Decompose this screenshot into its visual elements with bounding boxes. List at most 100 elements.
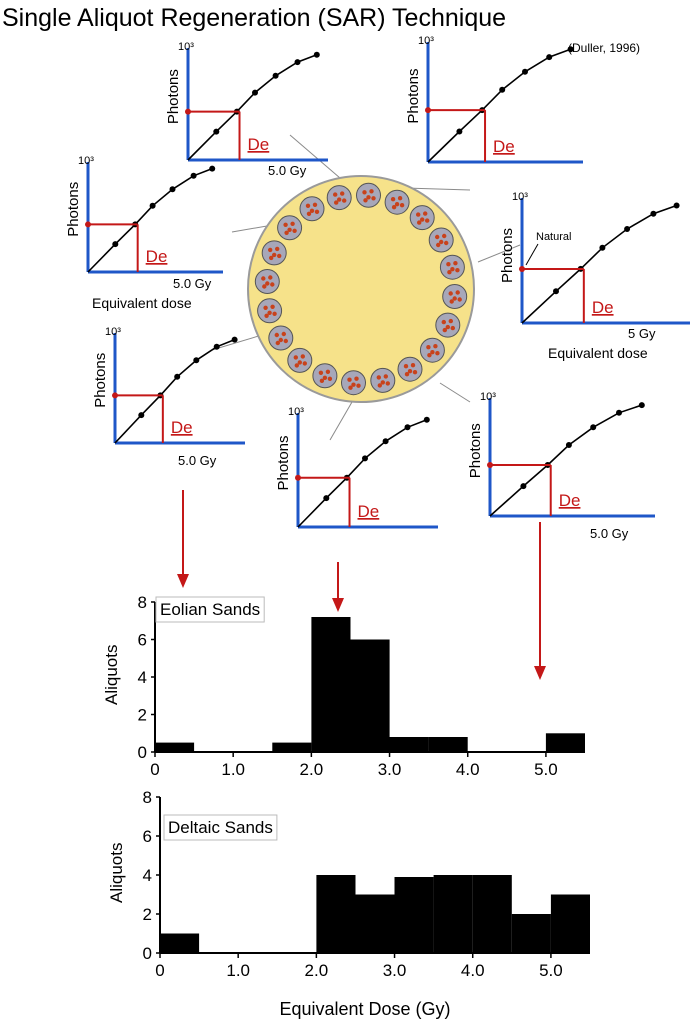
grain-crystal bbox=[342, 198, 347, 203]
y-tick-label: 8 bbox=[143, 788, 152, 807]
arrow-head bbox=[534, 666, 546, 680]
regen-point bbox=[294, 59, 301, 66]
y-tick-label: 2 bbox=[143, 905, 152, 924]
x-tick-label: 1.0 bbox=[226, 961, 250, 980]
regen-point bbox=[252, 89, 258, 96]
x-tick-label: 4.0 bbox=[461, 961, 485, 980]
grain-crystal bbox=[340, 191, 345, 196]
grain-crystal bbox=[452, 296, 457, 301]
grain-crystal bbox=[293, 355, 298, 360]
dose-label: 5.0 Gy bbox=[173, 276, 212, 291]
grain-crystal bbox=[447, 270, 452, 275]
regen-point bbox=[567, 46, 574, 53]
y-tick-label: 0 bbox=[143, 944, 152, 963]
grain-crystal bbox=[333, 192, 338, 197]
regen-point bbox=[553, 288, 559, 295]
sar-panel-right: 10³ Photons De 5 Gy Equivalent dose Natural bbox=[499, 191, 690, 361]
grain-crystal bbox=[281, 331, 286, 337]
y-tick-label: 0 bbox=[138, 743, 147, 762]
grain-crystal bbox=[362, 190, 367, 195]
grain-crystal bbox=[369, 189, 374, 194]
grain-crystal bbox=[366, 195, 371, 200]
arrow-head bbox=[332, 598, 344, 612]
histogram-bar bbox=[355, 894, 395, 953]
top-tick-label: 10³ bbox=[178, 41, 194, 53]
y-tick-label: 6 bbox=[138, 631, 147, 650]
grain-crystal bbox=[427, 353, 432, 358]
grain-crystal bbox=[455, 268, 460, 273]
regen-point bbox=[382, 438, 389, 445]
grain-crystal bbox=[399, 203, 405, 208]
grain-crystal bbox=[391, 205, 397, 210]
dose-label: 5.0 Gy bbox=[268, 163, 307, 178]
grain-crystal bbox=[423, 211, 428, 216]
grain-crystal bbox=[390, 197, 396, 202]
grain-crystal bbox=[442, 233, 447, 239]
grain-crystal bbox=[403, 364, 409, 369]
top-tick-label: 10³ bbox=[288, 406, 304, 418]
top-tick-label: 10³ bbox=[105, 326, 121, 338]
grain-crystal bbox=[446, 262, 451, 267]
grain-crystal bbox=[270, 282, 275, 287]
top-tick-label: 10³ bbox=[480, 391, 496, 403]
grain-crystal bbox=[314, 209, 320, 214]
eolian-histogram: 0 2 4 6 8 0 1.0 2.0 3.0 4.0 5.0 Eolian Sands Aliquot… bbox=[102, 593, 585, 779]
grain-crystal bbox=[351, 382, 356, 387]
grain-crystal bbox=[268, 275, 273, 280]
grain-crystal bbox=[274, 332, 279, 338]
grain-crystal bbox=[450, 267, 455, 272]
regen-point bbox=[638, 402, 645, 409]
histogram-title: Eolian Sands bbox=[160, 600, 260, 619]
regen-point bbox=[673, 202, 680, 209]
grain-crystal bbox=[265, 281, 270, 286]
grain-crystal bbox=[445, 324, 450, 330]
sar-panel-top-right: 10³ Photons De bbox=[405, 35, 583, 164]
regen-point bbox=[323, 495, 330, 502]
grain-crystal bbox=[376, 375, 381, 380]
grain-crystal bbox=[420, 217, 425, 222]
grain-crystal bbox=[305, 203, 311, 208]
grain-crystal bbox=[284, 230, 289, 235]
grain-crystal bbox=[262, 284, 267, 289]
grain-crystal bbox=[272, 311, 277, 316]
grain-crystal bbox=[450, 325, 455, 331]
deltaic-histogram: 0 2 4 6 8 0 1.0 2.0 3.0 4.0 5.0 Deltaic Sands Aliquo… bbox=[107, 788, 590, 1019]
regen-point bbox=[112, 241, 119, 248]
grain-crystal bbox=[290, 221, 295, 226]
de-label: De bbox=[559, 491, 581, 510]
sar-panel-top-left: 10³ Photons De 5.0 Gy bbox=[165, 41, 328, 178]
regen-point bbox=[362, 455, 368, 462]
grain-crystal bbox=[277, 253, 282, 259]
de-label: De bbox=[592, 298, 614, 317]
grain-crystal bbox=[319, 378, 325, 383]
regen-point bbox=[193, 357, 200, 364]
natural-pointer bbox=[525, 243, 539, 266]
natural-point bbox=[85, 221, 91, 228]
grain-crystal bbox=[275, 340, 280, 346]
grain-crystal bbox=[318, 370, 324, 375]
sar-curve-panels: 10³ Photons De 5.0 Gy 10³ Photons De 10³ Photons… bbox=[65, 35, 690, 541]
grain-crystal bbox=[435, 351, 440, 356]
grain-crystal bbox=[380, 380, 385, 385]
y-axis-label: Photons bbox=[165, 69, 182, 124]
grain-crystal bbox=[453, 261, 458, 266]
grain-crystal bbox=[283, 222, 288, 227]
x-tick-label: 1.0 bbox=[221, 760, 245, 779]
regen-point bbox=[624, 226, 631, 232]
connector-line bbox=[329, 401, 353, 441]
regen-point bbox=[650, 210, 657, 217]
regen-point bbox=[404, 424, 411, 431]
grain-crystal bbox=[270, 304, 275, 309]
dose-label: 5.0 Gy bbox=[178, 453, 217, 468]
grain-crystal bbox=[267, 310, 272, 315]
grain-crystal bbox=[327, 376, 333, 381]
grain-crystal bbox=[416, 212, 421, 217]
natural-point bbox=[519, 265, 525, 272]
grain-crystal bbox=[312, 202, 318, 207]
sar-panel-lower-center: 10³ Photons De bbox=[275, 406, 438, 529]
y-axis-label: Photons bbox=[275, 435, 292, 490]
x-tick-label: 4.0 bbox=[456, 760, 480, 779]
y-tick-label: 4 bbox=[143, 866, 152, 885]
regen-point bbox=[616, 409, 622, 416]
